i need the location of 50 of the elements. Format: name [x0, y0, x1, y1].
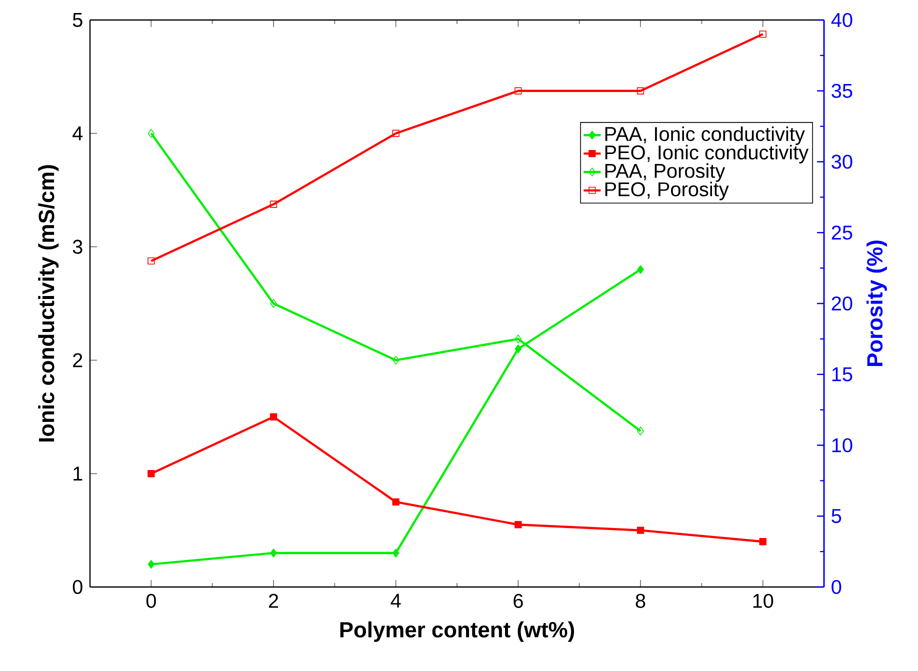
y2-tick-label: 20 [832, 296, 852, 311]
x-tick-label: 0 [146, 594, 156, 608]
x-tick-label: 2 [268, 594, 278, 608]
x-axis-title: Polymer content (wt%) [340, 621, 574, 642]
y-axis-title: Ionic conductivity (mS/cm) [38, 165, 59, 442]
x-tick-label: 8 [636, 594, 646, 608]
y2-axis-title: Porosity (%) [866, 240, 887, 366]
point [148, 129, 155, 138]
y2-tick-label: 15 [832, 367, 852, 382]
point [514, 344, 522, 354]
point [270, 200, 278, 208]
x-tick-label: 10 [753, 594, 774, 608]
point [514, 87, 522, 94]
legend-label: PAA, Porosity [605, 163, 726, 182]
point [270, 299, 277, 308]
point [270, 413, 278, 420]
y2-tick-label: 25 [832, 226, 852, 240]
point [636, 87, 644, 94]
point [514, 334, 522, 344]
point [637, 426, 644, 436]
point [392, 356, 400, 365]
legend-label: PEO, Porosity [605, 182, 729, 200]
y2-tick-label: 40 [831, 12, 852, 28]
point [270, 548, 277, 558]
y-tick-label: 2 [73, 353, 82, 368]
y-tick-label: 5 [72, 13, 82, 27]
point [392, 548, 400, 558]
point [759, 538, 766, 546]
x-tick-label: 6 [514, 594, 523, 608]
y2-tick-label: 10 [832, 438, 852, 452]
point [392, 498, 400, 506]
point [636, 526, 644, 534]
x-tick-label: 4 [390, 594, 401, 608]
point [148, 470, 155, 478]
y2-tick-label: 30 [832, 154, 852, 169]
y2-tick-label: 5 [832, 509, 842, 524]
point [148, 560, 155, 569]
legend-label: PAA, Ionic conductivity [605, 126, 805, 146]
y-tick-label: 4 [72, 126, 83, 140]
y2-tick-label: 35 [832, 84, 852, 98]
point [514, 521, 522, 528]
point [148, 257, 155, 265]
y2-tick-label: 0 [832, 580, 842, 594]
y-tick-label: 3 [72, 240, 82, 254]
point [392, 130, 400, 137]
point [637, 265, 644, 274]
y-tick-label: 0 [72, 580, 82, 594]
legend-label: PEO, Ionic conductivity [605, 144, 809, 164]
point [759, 30, 766, 38]
y-tick-label: 1 [74, 466, 82, 480]
